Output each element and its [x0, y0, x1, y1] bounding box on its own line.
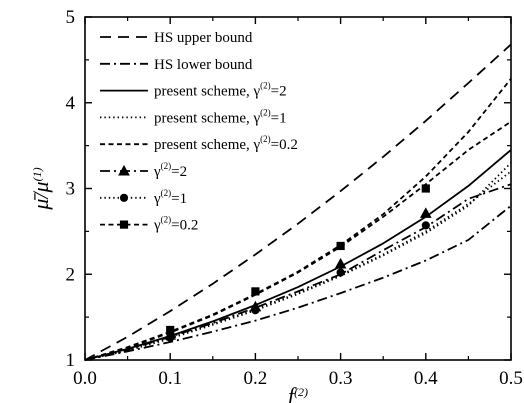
legend-label-7: γ(2)=1 — [153, 188, 187, 207]
circle-marker — [336, 268, 345, 277]
y-tick-label: 1 — [66, 350, 76, 371]
y-axis-label: μ̄/μ(1) — [28, 167, 53, 210]
x-tick-label: 0.2 — [244, 368, 268, 389]
plot-frame — [84, 16, 512, 361]
legend-triangle-marker — [118, 164, 130, 176]
circle-marker — [251, 306, 260, 315]
y-tick-label: 5 — [66, 7, 76, 28]
legend-label-5: present scheme, γ(2)=0.2 — [154, 134, 298, 153]
series-line-6 — [84, 183, 512, 361]
square-marker — [421, 184, 430, 193]
series-line-3 — [84, 149, 512, 361]
tick-layer: 0.0 0.1 0.2 0.3 0.4 0.5 1 2 3 4 5 — [66, 7, 523, 389]
legend-label-3: present scheme, γ(2)=2 — [154, 81, 287, 100]
circle-marker — [421, 221, 430, 230]
legend-label-4: present scheme, γ(2)=1 — [154, 107, 287, 126]
x-axis-label: f(2) — [288, 383, 308, 403]
legend-label-6: γ(2)=2 — [153, 161, 187, 180]
legend-circle-marker — [119, 193, 129, 202]
series-line-7 — [84, 162, 512, 361]
marker-layer — [164, 184, 432, 342]
legend-label-1: HS upper bound — [154, 30, 253, 46]
series-line-8 — [84, 120, 512, 361]
x-tick-label: 0.5 — [499, 368, 523, 389]
legend: HS upper bound HS lower bound present sche… — [100, 30, 298, 234]
y-tick-label: 2 — [66, 264, 76, 285]
triangle-marker — [334, 257, 347, 269]
series-line-5 — [84, 78, 512, 361]
legend-label-2: HS lower bound — [154, 57, 253, 73]
x-tick-label: 0.1 — [158, 368, 182, 389]
x-tick-label: 0.3 — [329, 368, 353, 389]
x-axis-label-text: f(2) — [288, 383, 308, 403]
series-line-2 — [84, 204, 512, 361]
x-tick-label: 0.0 — [73, 368, 97, 389]
y-tick-label: 4 — [66, 93, 76, 114]
series-line-4 — [84, 170, 512, 361]
square-marker — [166, 325, 175, 335]
triangle-marker — [419, 207, 432, 218]
legend-label-8: γ(2)=0.2 — [153, 215, 198, 234]
circle-marker — [166, 333, 175, 342]
y-axis-label-text: μ̄/μ(1) — [28, 167, 53, 210]
series-layer — [84, 43, 512, 361]
legend-square-marker — [119, 220, 129, 229]
square-marker — [251, 287, 260, 296]
series-line-1 — [84, 43, 512, 361]
y-tick-label: 3 — [66, 179, 76, 200]
square-marker — [336, 241, 345, 251]
x-tick-label: 0.4 — [414, 368, 438, 389]
